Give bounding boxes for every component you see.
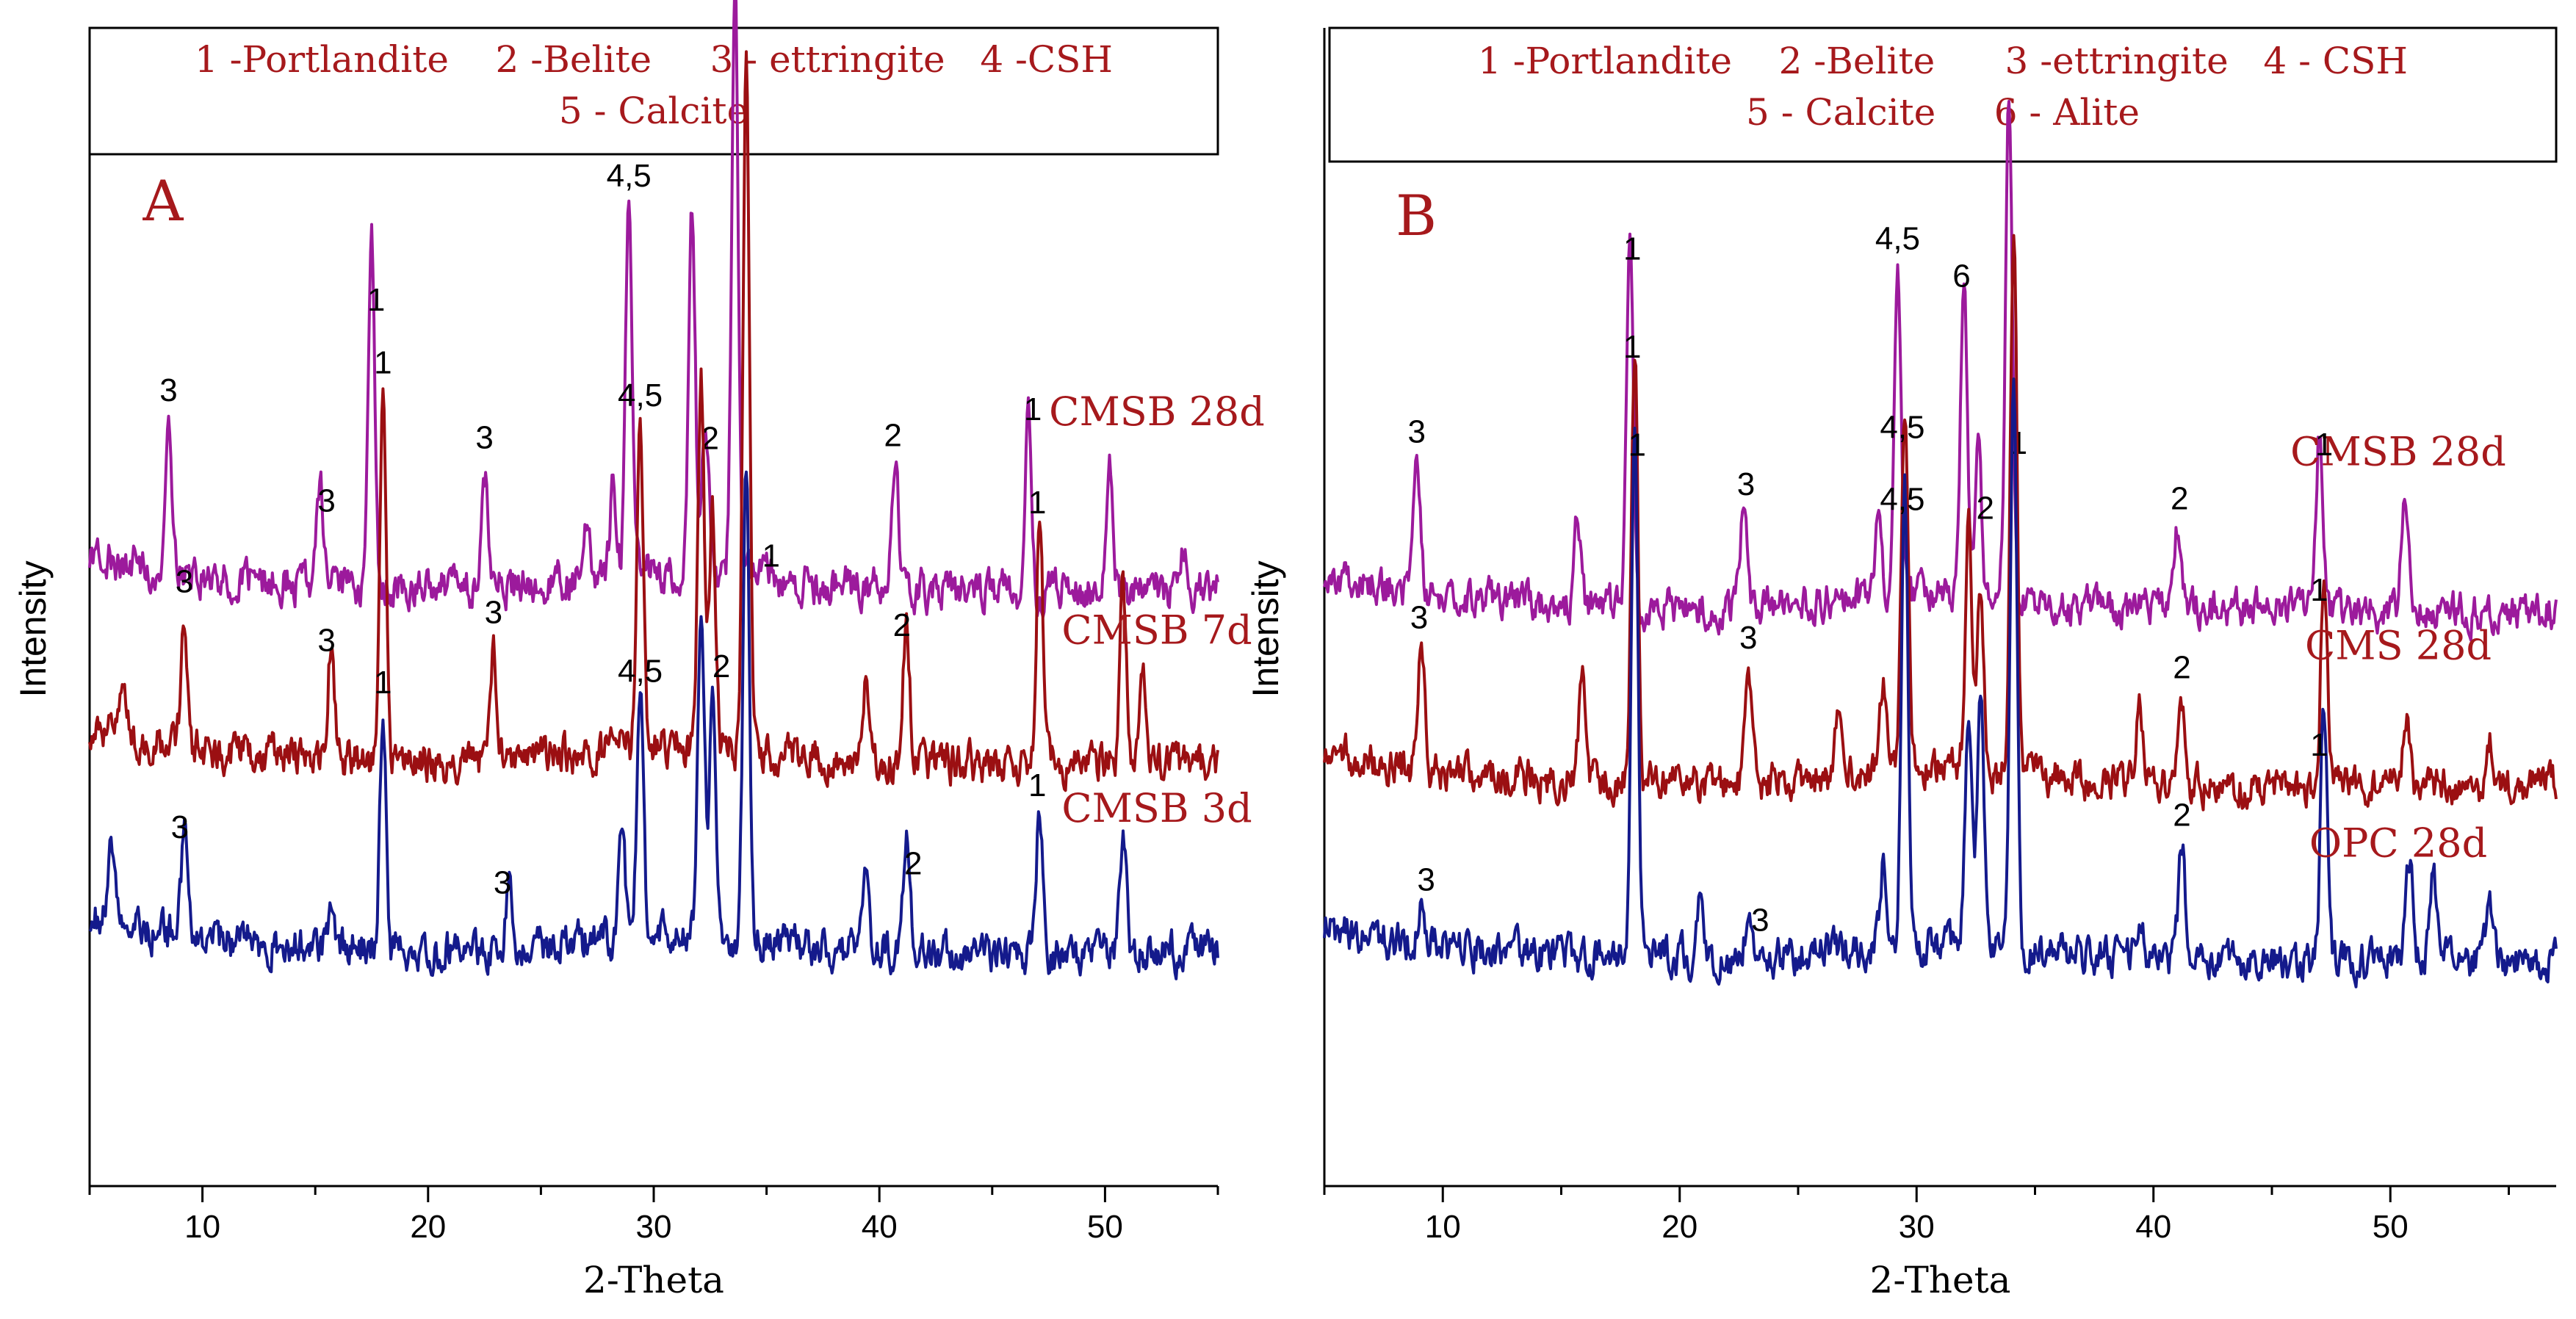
series-trace [88,0,1219,618]
series-name-label: OPC 28d [2309,820,2487,866]
x-axis-title: 2-Theta [1870,1259,2011,1301]
x-tick-label: 40 [862,1209,898,1245]
peak-annotation: 2 [2173,650,2190,686]
peak-annotation: 3 [171,809,189,845]
series-trace [1323,377,2558,989]
peak-annotation: 2 [2173,797,2190,833]
series-name-label: CMSB 7d [1061,607,1252,654]
peak-annotation: 3 [1417,862,1435,898]
series-opc-28d: OPC 28d 3 1 3 4,5 2 1 [1323,377,2558,989]
y-axis-title: Intensity [12,560,54,697]
x-axis-title: 2-Theta [583,1259,724,1301]
series-name-label: CMSB 28d [1049,389,1265,435]
peak-annotation: 4,5 [607,158,652,194]
series-trace [1323,234,2558,812]
peak-annotation: 1 [1623,231,1641,267]
series-trace [1323,100,2558,642]
peak-annotation: 1 [1028,485,1046,521]
peak-annotation: 3 [317,622,335,658]
x-tick-label: 20 [410,1209,446,1245]
peak-annotation: 6 [1952,258,1970,294]
peak-annotation: 1 [367,282,385,318]
peak-annotation: 2 [1977,491,1994,527]
peak-annotation: 2 [884,417,901,453]
peak-annotation: 1 [374,665,392,701]
peak-annotation: 1 [1028,767,1046,803]
peak-annotation: 3 [1739,620,1757,656]
legend-line: 5 - Calcite [559,90,748,132]
panel-letter: A [142,168,184,234]
series-cmsb-7d: CMSB 7d 3 3 1 3 4,5 2 2 1 [88,50,1252,792]
peak-annotation: 3 [494,865,511,901]
peak-annotation: 3 [485,594,502,630]
peak-annotation: 2 [904,845,922,881]
peak-annotation: 2 [893,607,911,643]
peak-annotation: 1 [374,345,392,381]
peak-annotation: 3 [475,420,493,456]
peak-annotation: 4,5 [1875,220,1920,256]
peak-annotation: 3 [1408,414,1426,450]
panel-letter: B [1396,183,1437,248]
x-tick-label: 40 [2135,1209,2171,1245]
legend-line: 5 - Calcite 6 - Alite [1746,91,2140,134]
y-axis-title: Intensity [1245,560,1286,697]
x-tick-label: 50 [2373,1209,2409,1245]
series-name-label: CMS 28d [2305,623,2492,669]
legend-line: 1 -Portlandite 2 -Belite 3 -ettringite 4… [1478,40,2408,82]
series-cmsb-28d: CMSB 28d 3 1 3 4,5 6 2 1 2 1 [1323,100,2558,642]
series-name-label: CMSB 3d [1061,785,1252,831]
peak-annotation: 1 [762,538,780,574]
peak-annotation: 3 [1737,466,1755,502]
peak-annotation: 2 [2171,481,2188,517]
peak-annotation: 3 [1751,903,1769,939]
peak-annotation: 4,5 [618,653,663,689]
series-trace [88,470,1219,980]
series-cmsb-3d: CMSB 3d 3 1 3 4,5 2 1 [88,470,1252,980]
peak-annotation: 3 [1410,599,1428,635]
legend-box [88,26,1219,156]
x-tick-label: 30 [636,1209,672,1245]
x-tick-label: 50 [1087,1209,1123,1245]
chart-panel-b: 1 -Portlandite 2 -Belite 3 -ettringite 4… [1245,26,2558,1301]
chart-panel-a: 1 -Portlandite 2 -Belite 3 - ettringite … [12,0,1265,1301]
peak-annotation: 3 [317,483,335,519]
series-trace [88,50,1219,792]
x-tick-label: 30 [1899,1209,1935,1245]
peak-annotation: 2 [712,648,730,684]
peak-annotation: 1 [1623,329,1641,365]
peak-annotation: 1 [2310,727,2328,763]
legend-line: 1 -Portlandite 2 -Belite 3 - ettringite … [195,38,1113,81]
peak-annotation: 1 [1628,427,1645,463]
peak-annotation: 1 [2315,427,2333,463]
series-name-label: CMSB 28d [2290,429,2506,475]
peak-annotation: 4,5 [1880,410,1924,446]
x-tick-label: 20 [1662,1209,1698,1245]
series-cms-28d: CMS 28d 3 1 3 4,5 2 1 [1323,234,2558,812]
peak-annotation: 3 [176,563,193,599]
peak-annotation: 4,5 [618,377,663,413]
peak-annotation: 3 [159,372,177,408]
legend-box [1328,26,2558,163]
x-tick-label: 10 [184,1209,220,1245]
x-tick-label: 10 [1425,1209,1461,1245]
peak-annotation: 1 [1024,391,1042,427]
peak-annotation: 4,5 [1880,482,1924,518]
peak-annotation: 1 [2310,572,2328,608]
